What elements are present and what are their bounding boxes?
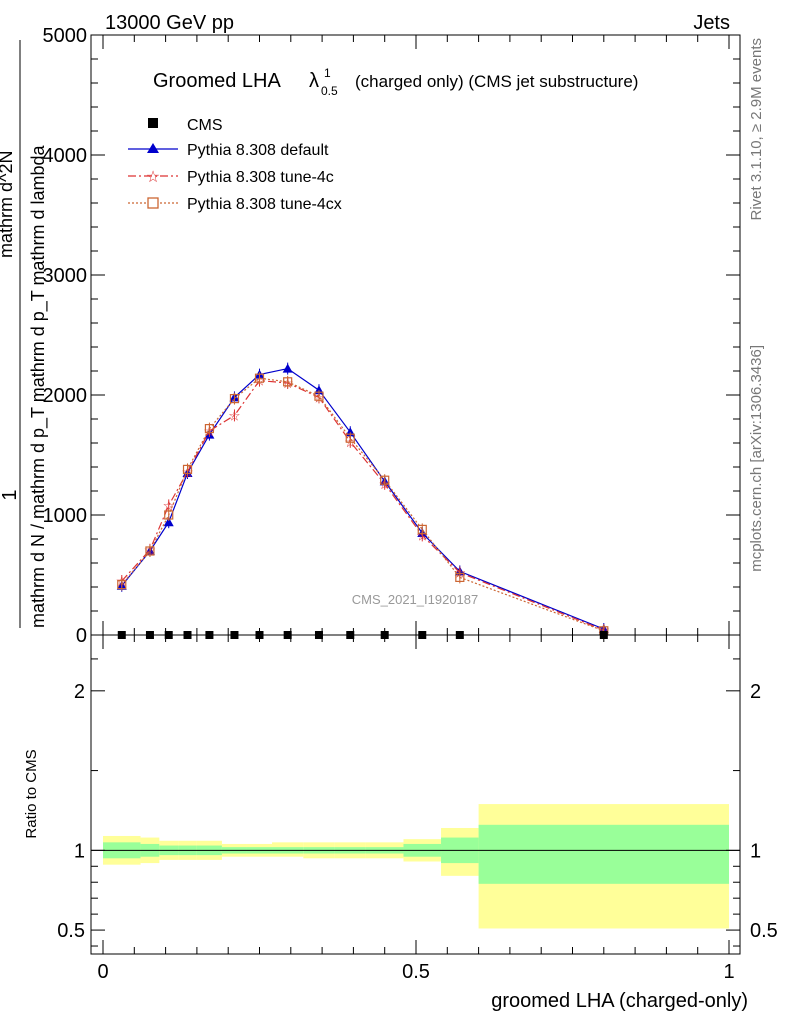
side-rivet-info: Rivet 3.1.10, ≥ 2.9M events	[748, 38, 765, 221]
side-mcplots-info: mcplots.cern.ch [arXiv:1306.3436]	[748, 345, 765, 572]
legend-default-marker	[147, 143, 159, 153]
x-tick-label: 1	[723, 961, 734, 983]
legend-4c-marker: ☆	[146, 169, 160, 186]
data-point: ☆	[162, 497, 175, 513]
y-tick-label: 2000	[43, 385, 88, 407]
y-label-numer: mathrm d^2N	[0, 151, 16, 258]
ratio-tick-label-right: 0.5	[750, 920, 778, 942]
series-line	[121, 379, 605, 631]
chart-title-note: (charged only) (CMS jet substructure)	[355, 72, 638, 91]
chart-title: Groomed LHA λ 1 0.5 (charged only) (CMS …	[153, 66, 638, 98]
data-point	[145, 546, 155, 556]
data-point	[417, 524, 427, 535]
data-point	[229, 394, 240, 404]
header-energy: 13000 GeV pp	[105, 12, 234, 34]
main-plot-data: ☆☆☆☆☆☆☆ ☆☆☆☆☆☆☆	[115, 362, 610, 639]
legend-default-label: Pythia 8.308 default	[187, 142, 329, 159]
legend: CMS Pythia 8.308 default ☆ Pythia 8.308 …	[128, 117, 342, 213]
ratio-y-axis-label: Ratio to CMS	[23, 749, 40, 838]
y-tick-label: 0	[76, 625, 87, 647]
x-tick-label: 0	[97, 961, 108, 983]
data-point	[163, 517, 174, 527]
y-tick-label: 5000	[43, 25, 88, 47]
ratio-tick-label: 2	[74, 681, 85, 703]
ratio-tick-label-right: 1	[750, 840, 761, 862]
y-tick-label: 1000	[43, 505, 88, 527]
data-point	[345, 433, 355, 443]
y-tick-label: 4000	[43, 145, 88, 167]
legend-4c-label: Pythia 8.308 tune-4c	[187, 169, 334, 186]
ratio-tick-label: 1	[74, 840, 85, 862]
data-point	[282, 363, 293, 373]
analysis-watermark: CMS_2021_I1920187	[352, 592, 479, 607]
series-line	[121, 367, 605, 630]
chart-title-main: Groomed LHA	[153, 70, 281, 92]
ratio-tick-label-right: 2	[750, 681, 761, 703]
ratio-green-band	[478, 824, 729, 884]
legend-4cx-label: Pythia 8.308 tune-4cx	[187, 196, 342, 213]
y-tick-label: 3000	[43, 265, 88, 287]
y-label-bottom: mathrm d N / mathrm d p_T mathrm d p_T m…	[28, 145, 49, 628]
ratio-bands	[103, 804, 729, 929]
ratio-y-ticks: 0.5 0.5 1 1 2 2	[57, 658, 778, 947]
legend-cms-label: CMS	[187, 117, 223, 134]
data-point	[164, 510, 174, 520]
ratio-tick-label: 0.5	[57, 920, 85, 942]
data-point	[182, 464, 193, 474]
data-point: ☆	[228, 407, 241, 423]
data-point	[283, 377, 293, 387]
y-label-top: 1	[0, 489, 21, 500]
x-axis-label: groomed LHA (charged-only)	[491, 990, 748, 1012]
series-line	[121, 377, 605, 632]
data-point	[117, 579, 127, 590]
data-point	[254, 373, 265, 383]
chart-title-symbol: λ	[309, 70, 319, 92]
data-point	[204, 424, 215, 434]
chart-title-sup: 1	[324, 66, 331, 80]
chart-title-sub: 0.5	[321, 84, 338, 98]
x-tick-label: 0.5	[402, 961, 430, 983]
data-point	[380, 475, 390, 485]
main-y-axis-label: 1 mathrm d N / mathrm d p_T mathrm d p_T…	[0, 40, 49, 628]
header-process: Jets	[693, 12, 730, 34]
data-point	[314, 391, 324, 401]
main-y-ticks: 0 1000 2000 3000 4000 5000	[43, 25, 740, 647]
data-point	[455, 572, 465, 583]
ratio-x-ticks: 0 0.5 1	[97, 635, 735, 983]
legend-4cx-marker	[147, 197, 159, 209]
legend-cms-marker	[148, 118, 158, 128]
